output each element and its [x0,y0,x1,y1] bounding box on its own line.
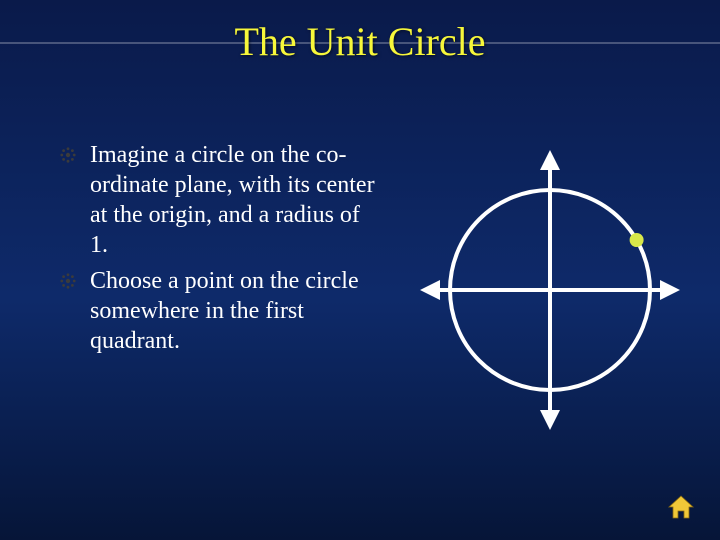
bullet-row: Imagine a circle on the co-ordinate plan… [60,140,380,260]
bullet-row: Choose a point on the circle somewhere i… [60,266,380,356]
first-quadrant-point [630,233,644,247]
bullet-icon [60,147,76,163]
home-icon[interactable] [666,492,696,522]
bullet-text: Choose a point on the circle somewhere i… [90,266,380,356]
slide-title: The Unit Circle [0,18,720,65]
unit-circle-diagram [420,140,680,440]
body-text-block: Imagine a circle on the co-ordinate plan… [60,140,380,362]
bullet-text: Imagine a circle on the co-ordinate plan… [90,140,380,260]
bullet-icon [60,273,76,289]
slide: The Unit Circle Imagine a circle on the … [0,0,720,540]
